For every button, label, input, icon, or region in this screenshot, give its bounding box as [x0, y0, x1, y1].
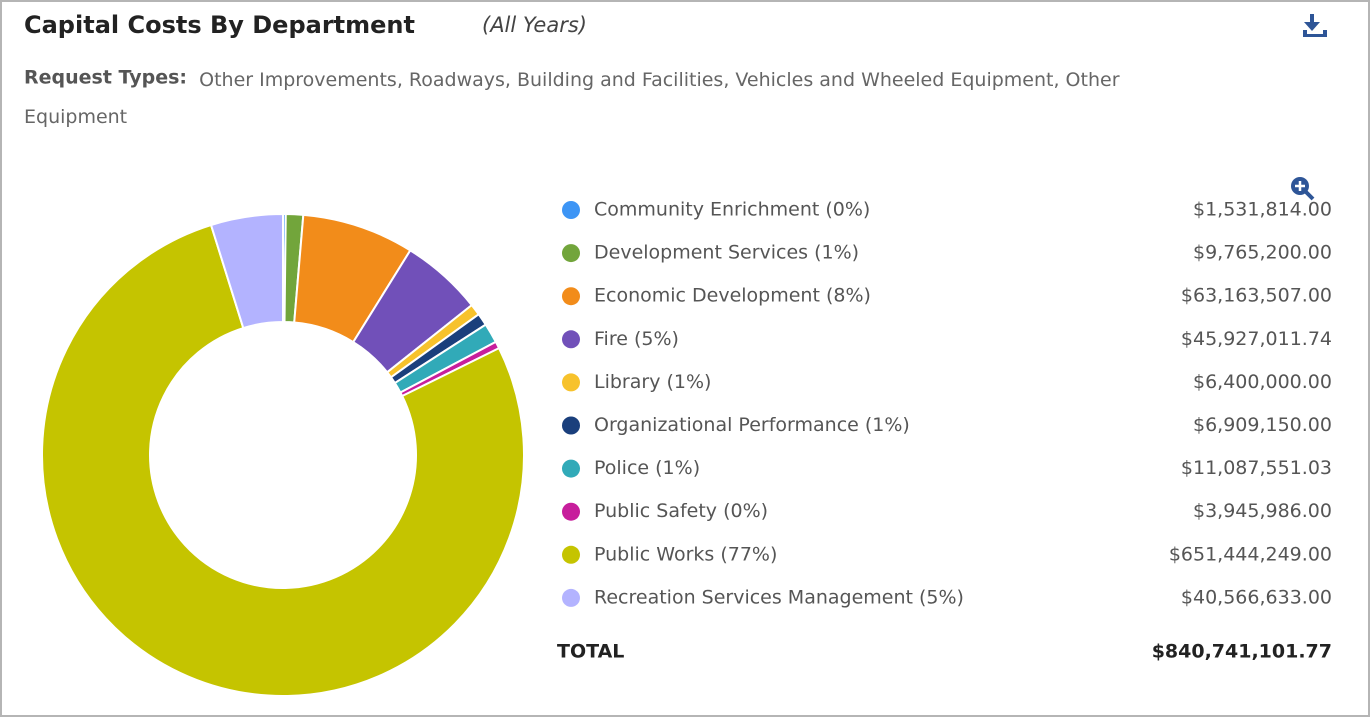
legend-swatch — [562, 330, 580, 349]
legend-label: Development Services (1%) — [594, 242, 859, 264]
legend-swatch — [562, 416, 580, 435]
value-label: $40,566,633.00 — [1181, 586, 1332, 608]
legend-swatch — [562, 244, 580, 263]
legend-swatch — [562, 287, 580, 306]
icon-part — [1304, 22, 1320, 31]
icon-part — [1310, 14, 1314, 28]
title: Capital Costs By Department — [24, 11, 415, 39]
legend-swatch — [562, 502, 580, 521]
filter-label: Request Types: — [24, 67, 187, 89]
legend-label: Community Enrichment (0%) — [594, 199, 870, 221]
icon-part — [1295, 181, 1305, 191]
icon-part — [1304, 190, 1315, 201]
icon-part — [1303, 30, 1327, 37]
zoom-icon[interactable] — [1291, 177, 1315, 201]
filter-text: Other Improvements, Roadways, Building a… — [24, 69, 1120, 128]
download-icon[interactable] — [1303, 14, 1327, 37]
legend-swatch — [562, 373, 580, 392]
value-label: $651,444,249.00 — [1169, 543, 1332, 565]
value-label: $1,531,814.00 — [1193, 199, 1332, 221]
legend-label: Economic Development (8%) — [594, 285, 871, 307]
legend-swatch — [562, 459, 580, 478]
value-label: $6,909,150.00 — [1193, 414, 1332, 436]
total-label: TOTAL — [557, 641, 624, 663]
legend-label: Fire (5%) — [594, 328, 679, 350]
legend-swatch — [562, 588, 580, 607]
legend-label: Recreation Services Management (5%) — [594, 586, 964, 608]
subtitle: (All Years) — [482, 13, 587, 37]
value-label: $45,927,011.74 — [1181, 328, 1332, 350]
value-label: $9,765,200.00 — [1193, 242, 1332, 264]
legend-label: Organizational Performance (1%) — [594, 414, 910, 436]
value-label: $63,163,507.00 — [1181, 285, 1332, 307]
slice — [209, 212, 284, 330]
legend-swatch — [562, 545, 580, 564]
total-value: $840,741,101.77 — [1152, 641, 1332, 663]
legend-label: Police (1%) — [594, 457, 700, 479]
legend-swatch — [562, 201, 580, 219]
value-label: $3,945,986.00 — [1193, 500, 1332, 522]
value-label: $6,400,000.00 — [1193, 371, 1332, 393]
slice — [41, 223, 525, 697]
legend-label: Library (1%) — [594, 371, 711, 393]
legend-label: Public Works (77%) — [594, 543, 777, 565]
value-label: $11,087,551.03 — [1181, 457, 1332, 479]
legend-label: Public Safety (0%) — [594, 500, 768, 522]
